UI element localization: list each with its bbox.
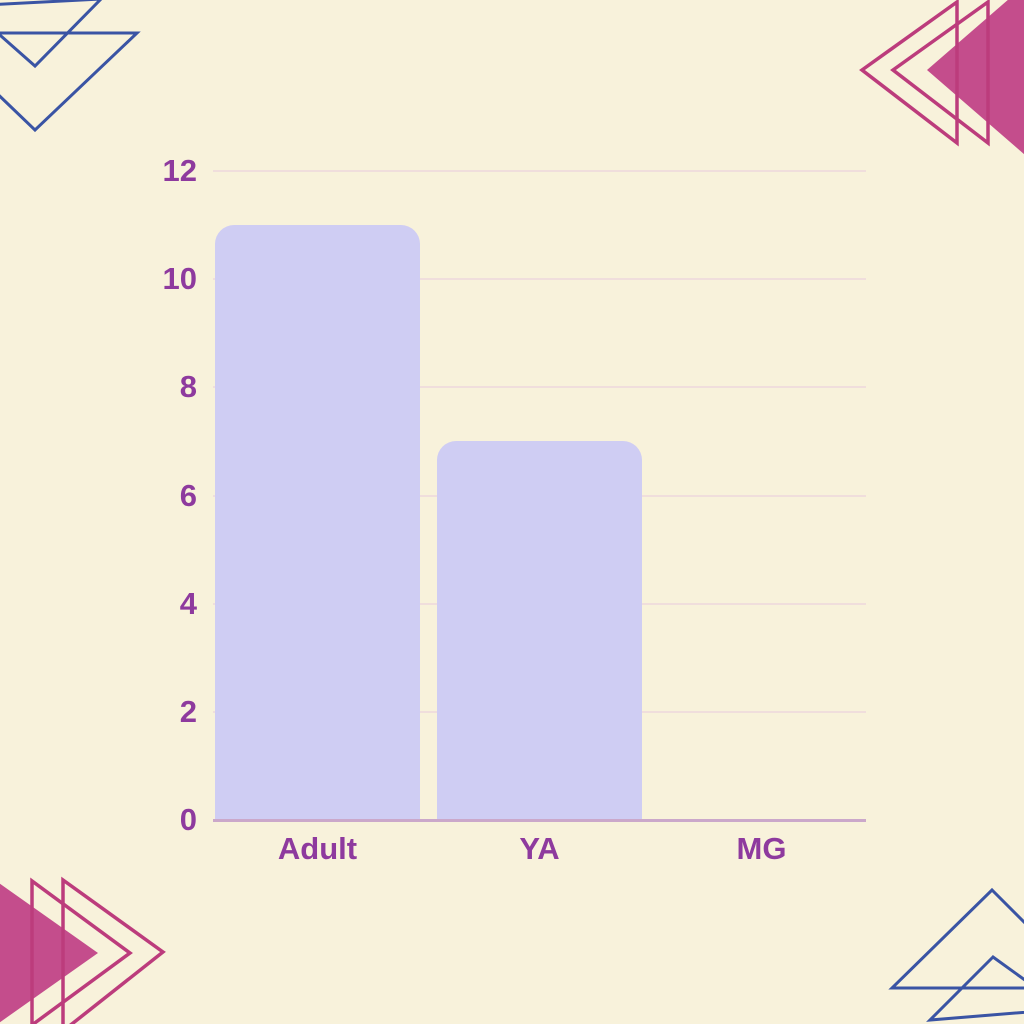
- y-tick-label: 8: [179, 369, 197, 405]
- magenta-outline-triangle-icon: [859, 0, 959, 147]
- magenta-solid-triangle-icon: [0, 883, 98, 1023]
- blue-outline-triangle-icon: [0, 31, 141, 133]
- bar-ya: [437, 441, 642, 820]
- y-tick-label: 6: [179, 477, 197, 513]
- x-category-label: YA: [519, 831, 560, 866]
- y-tick-label: 2: [179, 693, 197, 729]
- triangle-decoration-top-right: [859, 0, 1024, 155]
- x-category-label: Adult: [277, 831, 358, 866]
- blue-outline-triangle-icon: [926, 955, 1024, 1022]
- magenta-outline-triangle-icon: [61, 876, 166, 1024]
- y-tick-label: 4: [179, 585, 197, 621]
- gridline: [213, 170, 866, 172]
- y-tick-label: 10: [162, 261, 197, 297]
- y-tick-label: 12: [162, 153, 197, 188]
- x-category-label: MG: [736, 831, 787, 866]
- y-tick-label: 0: [179, 802, 197, 837]
- bar-adult: [215, 225, 420, 820]
- blue-outline-triangle-icon: [888, 887, 1024, 990]
- triangle-decoration-bottom-right: [888, 887, 1024, 1022]
- gridline: [213, 386, 866, 389]
- x-axis-line: [213, 819, 866, 822]
- gridline: [213, 278, 866, 281]
- magenta-outline-triangle-icon: [890, 0, 990, 147]
- triangle-decoration-top-left: [0, 0, 141, 133]
- magenta-outline-triangle-icon: [30, 877, 133, 1024]
- triangle-decoration-bottom-left: [0, 876, 166, 1024]
- magenta-solid-triangle-icon: [927, 0, 1024, 155]
